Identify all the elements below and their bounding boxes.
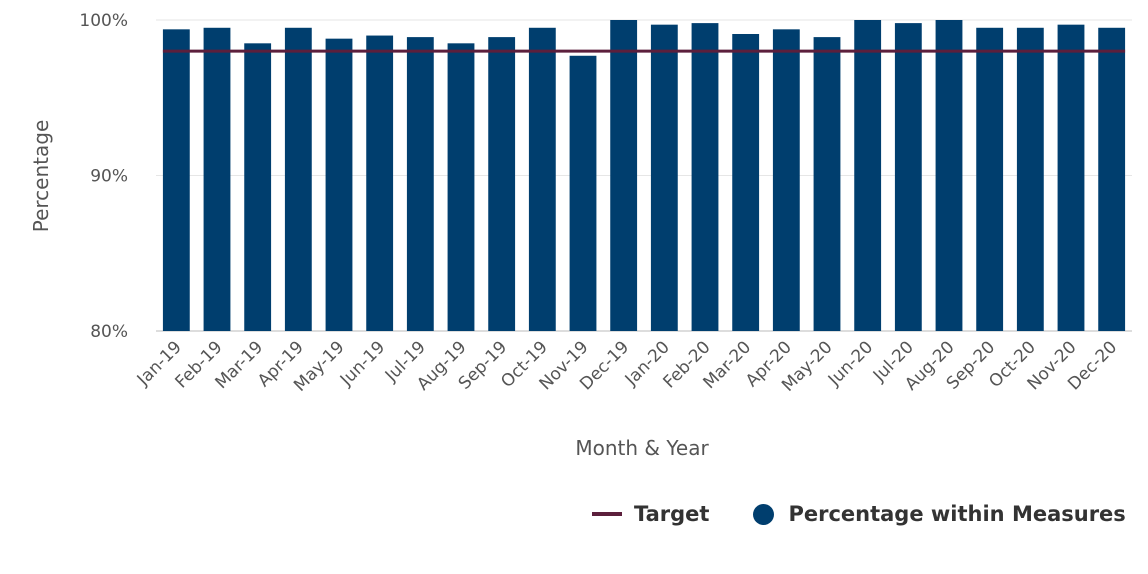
gridlines	[156, 19, 1132, 332]
y-axis-ticks: 80% 90% 100%	[79, 11, 128, 342]
bar[interactable]	[488, 37, 516, 331]
legend-item-percentage[interactable]: Percentage within Measures	[753, 502, 1126, 526]
bar[interactable]	[935, 20, 963, 331]
bar[interactable]	[650, 24, 678, 331]
legend: Target Percentage within Measures	[592, 502, 1126, 526]
bar[interactable]	[854, 20, 882, 331]
x-tick-label: Jun-19	[336, 337, 389, 390]
legend-label-target: Target	[634, 502, 710, 526]
bar[interactable]	[244, 43, 272, 331]
bars	[162, 20, 1126, 332]
x-tick-label: Jun-20	[824, 337, 877, 390]
bar[interactable]	[162, 29, 190, 332]
bar[interactable]	[813, 37, 841, 331]
legend-label-percentage: Percentage within Measures	[788, 502, 1126, 526]
legend-line-marker	[592, 512, 622, 516]
bar[interactable]	[976, 27, 1004, 332]
y-axis-title: Percentage	[29, 120, 53, 233]
bar[interactable]	[1016, 27, 1044, 332]
bar[interactable]	[732, 33, 760, 332]
x-axis-ticks: Jan-19Feb-19Mar-19Apr-19May-19Jun-19Jul-…	[133, 337, 1121, 395]
bar[interactable]	[203, 27, 231, 332]
bar[interactable]	[772, 29, 800, 332]
bar[interactable]	[1057, 24, 1085, 331]
bar[interactable]	[325, 38, 353, 331]
y-tick-label: 90%	[90, 167, 128, 187]
bar[interactable]	[1098, 27, 1126, 332]
bar[interactable]	[284, 27, 312, 332]
bar[interactable]	[447, 43, 475, 331]
bar[interactable]	[691, 23, 719, 332]
bar[interactable]	[366, 35, 394, 332]
bar[interactable]	[610, 20, 638, 331]
y-tick-label: 80%	[90, 322, 128, 342]
bar[interactable]	[569, 55, 597, 331]
legend-item-target[interactable]: Target	[592, 502, 709, 526]
legend-dot-marker	[753, 503, 775, 525]
x-axis-title: Month & Year	[575, 436, 709, 460]
bar[interactable]	[406, 37, 434, 331]
bar[interactable]	[528, 27, 556, 332]
y-tick-label: 100%	[79, 11, 128, 31]
bar[interactable]	[894, 23, 922, 332]
